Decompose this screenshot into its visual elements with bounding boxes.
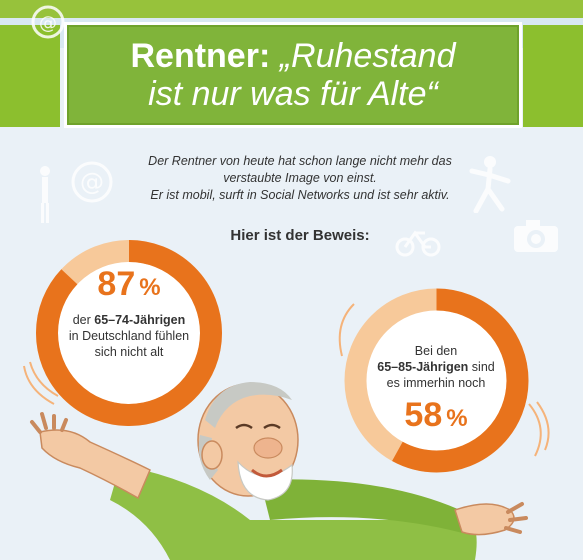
stat-87-line2: in Deutschland fühlen bbox=[68, 329, 190, 343]
banner-title-bold: Rentner: bbox=[130, 37, 271, 75]
proof-heading: Hier ist der Beweis: bbox=[230, 227, 370, 244]
ring-58-inner bbox=[355, 299, 518, 462]
title-banner: Rentner: „Ruhestand ist nur was für Alte… bbox=[64, 22, 522, 128]
banner-title-rest: „Ruhestand bbox=[270, 37, 456, 75]
stat-87-age: 65–74-Jährigen bbox=[94, 313, 186, 327]
stat-58-unit: % bbox=[446, 405, 468, 432]
stat-87-line3: sich nicht alt bbox=[94, 345, 164, 359]
stat-87-line1: der 65–74-Jährigen bbox=[54, 312, 204, 328]
bicycle-icon bbox=[395, 225, 441, 262]
intro-line-2: verstaubte Image von einst. bbox=[223, 171, 377, 185]
intro-line-1: Der Rentner von heute hat schon lange ni… bbox=[148, 154, 452, 168]
stat-ring-58: Bei den 65–85-Jährigen sind es immerhin … bbox=[343, 287, 530, 474]
intro-line-3: Er ist mobil, surft in Social Networks u… bbox=[150, 188, 450, 202]
ring-58-text: Bei den 65–85-Jährigen sind es immerhin … bbox=[361, 343, 511, 437]
jumping-person-icon bbox=[468, 155, 512, 218]
svg-text:@: @ bbox=[80, 168, 104, 196]
ring-87-progress bbox=[36, 240, 222, 426]
top-green-band bbox=[0, 0, 583, 18]
stat-87-prefix: der bbox=[72, 313, 95, 327]
ring-58-progress bbox=[344, 288, 529, 473]
stat-58-line2: 65–85-Jährigen sind bbox=[361, 359, 511, 375]
stat-58-line2-rest: sind bbox=[468, 360, 495, 374]
stat-ring-87: 87% der 65–74-Jährigen in Deutschland fü… bbox=[34, 238, 224, 428]
ring-58-chart bbox=[344, 288, 529, 473]
at-sign-icon: @ bbox=[30, 4, 66, 45]
senior-man-illustration bbox=[30, 382, 528, 560]
left-green-bar bbox=[0, 25, 60, 127]
banner-title-line1: Rentner: „Ruhestand bbox=[130, 37, 455, 75]
at-sign-icon: @ bbox=[70, 160, 114, 209]
stat-58-line3: es immerhin noch bbox=[386, 376, 486, 390]
camera-icon bbox=[512, 218, 560, 259]
ring-87-chart bbox=[36, 240, 222, 426]
person-icon bbox=[36, 165, 54, 230]
banner-title-line2: ist nur was für Alte“ bbox=[148, 75, 438, 113]
stat-58-value: 58 bbox=[404, 396, 443, 434]
intro-text: Der Rentner von heute hat schon lange ni… bbox=[116, 153, 484, 204]
stat-58-age: 65–85-Jährigen bbox=[377, 360, 469, 374]
swoosh-decoration-right bbox=[338, 303, 355, 357]
stat-58-value-wrap: 58% bbox=[361, 397, 511, 437]
stat-87-unit: % bbox=[139, 274, 161, 301]
swoosh-decoration-left bbox=[23, 361, 59, 405]
stat-58-line1: Bei den bbox=[414, 344, 458, 358]
stat-87-value: 87 bbox=[97, 265, 136, 303]
swoosh-decoration-right-bottom bbox=[528, 401, 550, 457]
ring-87-text: 87% der 65–74-Jährigen in Deutschland fü… bbox=[54, 266, 204, 360]
right-green-bar bbox=[523, 25, 583, 127]
stat-87-value-wrap: 87% bbox=[54, 266, 204, 306]
svg-text:@: @ bbox=[39, 13, 57, 34]
ring-87-inner bbox=[47, 251, 211, 415]
